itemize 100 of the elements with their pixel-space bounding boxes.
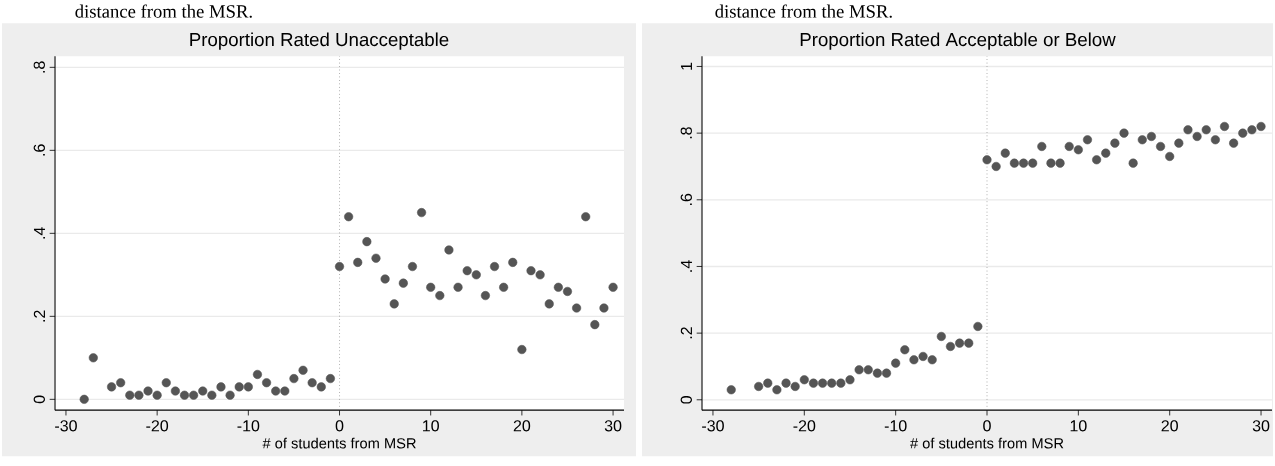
point xyxy=(307,378,317,388)
point xyxy=(271,386,281,396)
y-tick-label: .8 xyxy=(33,61,45,73)
point xyxy=(462,266,472,276)
point xyxy=(726,385,736,395)
point xyxy=(590,320,600,330)
point xyxy=(1019,158,1029,168)
point xyxy=(599,303,609,313)
point xyxy=(1037,141,1047,151)
point xyxy=(909,355,919,365)
point xyxy=(945,341,955,351)
point xyxy=(608,282,618,292)
point xyxy=(1256,121,1266,131)
point xyxy=(189,390,199,400)
point xyxy=(380,274,390,284)
point xyxy=(1119,128,1129,138)
x-tick-label: -30 xyxy=(55,420,77,432)
point xyxy=(1201,125,1211,135)
x-tick-label: 10 xyxy=(1070,420,1087,432)
x-tick-label: 0 xyxy=(335,420,344,432)
point xyxy=(316,382,326,392)
point xyxy=(289,373,299,384)
point xyxy=(207,390,217,400)
point xyxy=(1229,138,1239,148)
point xyxy=(225,390,235,400)
point xyxy=(1009,158,1019,168)
y-tick-label: 0 xyxy=(33,395,45,404)
point xyxy=(417,207,427,218)
point xyxy=(1238,128,1248,138)
point xyxy=(1146,131,1156,141)
point xyxy=(1156,141,1166,151)
y-tick-label: .8 xyxy=(680,127,692,139)
point xyxy=(1210,135,1220,145)
point xyxy=(79,394,89,404)
point xyxy=(298,365,308,375)
point xyxy=(918,351,928,361)
x-tick-label: -20 xyxy=(793,420,816,432)
point xyxy=(772,385,782,395)
y-tick-label: .2 xyxy=(33,310,45,322)
point xyxy=(535,270,545,280)
point xyxy=(581,212,591,222)
point xyxy=(544,299,554,309)
point xyxy=(362,237,372,247)
point xyxy=(407,261,417,272)
x-tick-label: 30 xyxy=(1252,420,1270,432)
point xyxy=(143,386,153,396)
point xyxy=(781,378,791,388)
point xyxy=(991,161,1001,171)
point xyxy=(818,378,828,388)
point xyxy=(517,344,527,355)
point xyxy=(872,368,882,378)
point xyxy=(453,282,463,292)
point xyxy=(280,386,290,396)
text: distance from the MSR. xyxy=(715,4,892,18)
point xyxy=(973,321,983,331)
point xyxy=(1000,148,1010,158)
point xyxy=(1165,151,1175,161)
point xyxy=(863,365,873,375)
point xyxy=(152,390,162,400)
y-tick-label: .6 xyxy=(33,144,45,156)
point xyxy=(107,382,117,392)
x-axis-title: # of students from MSR xyxy=(262,437,416,449)
point xyxy=(344,212,354,222)
point xyxy=(334,261,345,272)
point xyxy=(1192,131,1202,141)
point xyxy=(553,282,563,292)
point xyxy=(562,286,573,296)
point xyxy=(1219,121,1230,131)
x-tick-label: 10 xyxy=(423,420,439,432)
point xyxy=(216,382,226,392)
point xyxy=(927,355,937,365)
point xyxy=(252,369,262,379)
point xyxy=(444,245,454,255)
y-tick-label: .4 xyxy=(33,227,45,239)
point xyxy=(827,378,837,388)
point xyxy=(955,338,965,348)
point xyxy=(134,390,144,400)
x-axis-title: # of students from MSR xyxy=(910,437,1064,449)
point xyxy=(799,375,809,385)
point xyxy=(489,261,500,272)
point xyxy=(1055,158,1065,168)
point xyxy=(262,378,272,388)
text: distance from the MSR. xyxy=(75,4,252,18)
x-tick-label: 0 xyxy=(983,420,991,432)
chart-title: Proportion Rated Unacceptable xyxy=(190,32,449,50)
point xyxy=(854,365,864,375)
point xyxy=(499,282,509,292)
point xyxy=(936,331,946,341)
point xyxy=(243,382,253,392)
point xyxy=(1092,155,1102,165)
point xyxy=(881,368,892,378)
point xyxy=(234,382,244,392)
x-tick-label: -30 xyxy=(702,420,724,432)
point xyxy=(808,378,818,388)
point xyxy=(1110,138,1120,148)
x-tick-label: -10 xyxy=(884,420,907,432)
point xyxy=(398,278,408,288)
point xyxy=(1174,138,1184,148)
point xyxy=(116,378,126,388)
point xyxy=(426,282,436,292)
